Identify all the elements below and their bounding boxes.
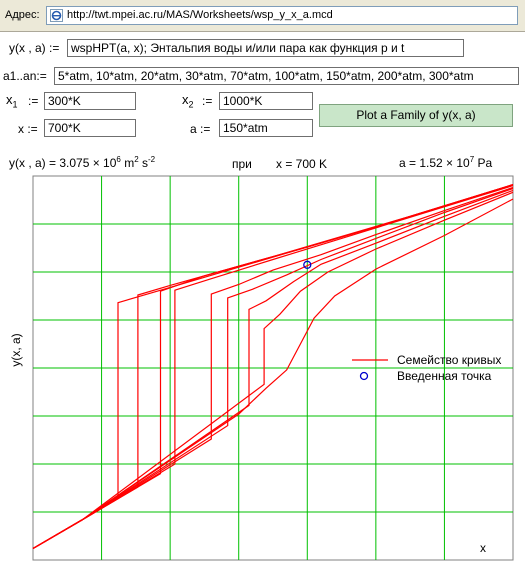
x1-assign: := [28,94,39,108]
address-label: Адрес: [5,9,40,21]
a-field[interactable]: 150*atm [219,119,313,137]
curve-series [32,189,514,550]
y-result-unit: m [120,156,135,170]
x-field[interactable]: 700*K [44,119,136,137]
address-bar: Адрес: http://twt.mpei.ac.ru/MAS/Workshe… [0,0,525,32]
a-result-unit: Pa [474,156,493,170]
x-axis-label: x [480,541,486,555]
a-label: a := [190,122,211,136]
curve-series [32,186,514,550]
legend: Семейство кривых Введенная точка [352,353,501,383]
a-list-label: a1..an:= [3,69,47,83]
a-result-text: a = 1.52 × 10 [399,156,470,170]
a-result-exp: 7 [469,155,475,164]
y-result-exp: 6 [116,155,121,164]
x2-label-sub: 2 [188,99,194,110]
y-result: y(x , a) = 3.075 × 106 m2 s-2 [9,155,155,170]
x2-label: x2 [182,92,194,110]
x1-label-main: x [6,92,13,107]
x2-assign: := [202,94,213,108]
curve-series [32,185,514,550]
entered-point-marker [303,260,312,269]
y-result-unit-exp1: 2 [134,155,139,164]
y-result-text: y(x , a) = 3.075 × 10 [9,156,117,170]
y-definition-label: y(x , a) := [9,41,60,55]
at-label: при [232,157,252,171]
y-axis-label: y(x, a) [9,333,23,366]
legend-label-curves: Семейство кривых [397,353,501,367]
y-result-unit-exp2: -2 [148,155,156,164]
x2-label-main: x [182,92,189,107]
curve-series [32,191,514,550]
address-url: http://twt.mpei.ac.ru/MAS/Worksheets/wsp… [67,9,333,21]
plot-family-button[interactable]: Plot a Family of y(x, a) [319,104,513,127]
x2-field[interactable]: 1000*K [219,92,313,110]
y-definition-field[interactable]: wspHPT(a, x); Энтальпия воды и/или пара … [67,39,464,57]
curve-series [32,187,514,550]
y-result-unit-s: s [138,156,148,170]
x-label: x := [18,122,38,136]
plot-area: y(x, a) x Семейство кривых Введенная точ… [0,140,525,564]
a-result: a = 1.52 × 107 Pa [399,155,492,170]
x1-field[interactable]: 300*K [44,92,136,110]
x1-label-sub: 1 [12,99,18,110]
a-list-field[interactable]: 5*atm, 10*atm, 20*atm, 30*atm, 70*atm, 1… [54,67,519,85]
curve-series [32,198,514,550]
x1-label: x1 [6,92,18,110]
legend-label-point: Введенная точка [397,369,492,383]
address-input[interactable]: http://twt.mpei.ac.ru/MAS/Worksheets/wsp… [46,6,518,25]
x-result: x = 700 K [276,157,328,171]
family-plot: y(x, a) x Семейство кривых Введенная точ… [9,175,514,561]
legend-marker-swatch [359,371,369,381]
page-icon [50,9,63,22]
